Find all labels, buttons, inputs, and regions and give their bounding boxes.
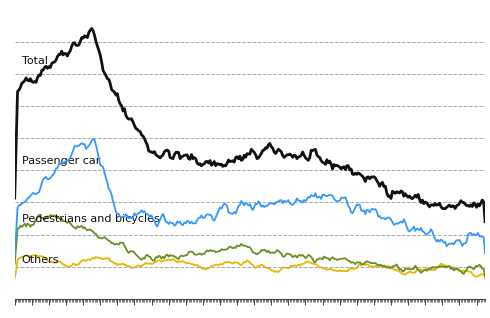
Text: Others: Others <box>22 255 59 265</box>
Text: Total: Total <box>22 56 48 66</box>
Text: Pedestrians and bicycles: Pedestrians and bicycles <box>22 213 160 224</box>
Text: Passenger car: Passenger car <box>22 156 100 166</box>
